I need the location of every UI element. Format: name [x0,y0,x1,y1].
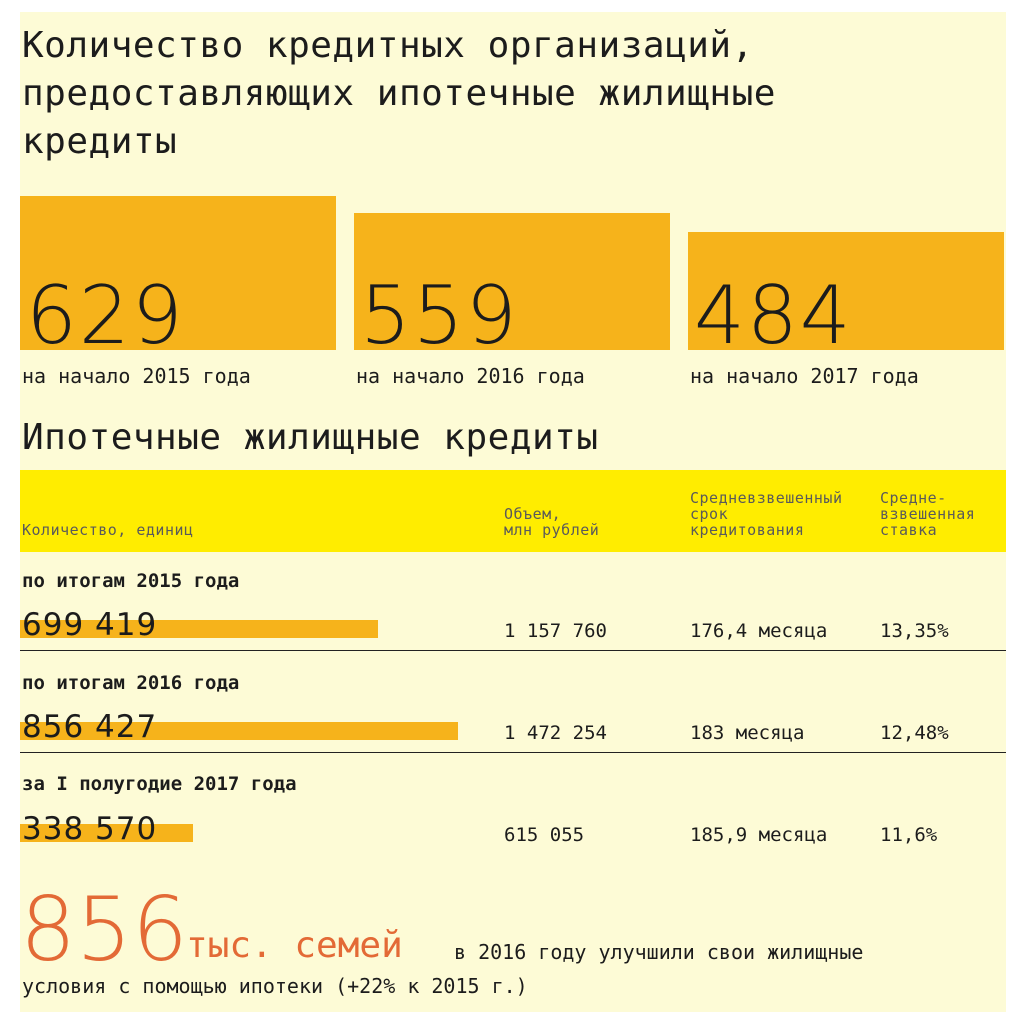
row-volume: 1 472 254 [504,722,607,744]
highlight-text-line2: условия с помощью ипотеки (+22% к 2015 г… [22,974,528,998]
header-count: Количество, единиц [22,521,194,539]
header-term: Средневзвешенный срок кредитования [690,489,843,539]
section-title: Ипотечные жилищные кредиты [22,417,599,458]
count-bar [20,620,378,638]
bar-value-2015: 629 [26,269,185,362]
bar-label-2016: на начало 2016 года [356,364,585,388]
bar-2016 [354,213,670,350]
row-term: 176,4 месяца [690,620,828,642]
bar-2015 [20,196,336,350]
row-term: 185,9 месяца [690,824,828,846]
row-label: по итогам 2015 года [22,570,240,592]
count-bar [20,824,193,842]
bar-value-2017: 484 [694,269,853,362]
row-divider [20,650,1006,651]
highlight-unit: тыс. семей [186,925,403,966]
row-label: за I полугодие 2017 года [22,773,297,795]
row-term: 183 месяца [690,722,805,744]
bar-label-2015: на начало 2015 года [22,364,251,388]
row-rate: 13,35% [880,620,949,642]
table-header [20,470,1006,552]
row-volume: 1 157 760 [504,620,607,642]
bar-2017 [688,232,1004,350]
highlight-number: 856 [20,878,188,981]
count-bar [20,722,458,740]
row-rate: 11,6% [880,824,938,846]
row-rate: 12,48% [880,722,949,744]
chart-title: Количество кредитных организаций, предос… [22,25,776,162]
header-volume: Объем, млн рублей [504,505,600,539]
highlight-text-line1: в 2016 году улучшили свои жилищные [454,940,864,964]
row-divider [20,752,1006,753]
bar-label-2017: на начало 2017 года [690,364,919,388]
row-count: 699 419 [22,607,158,643]
header-rate: Средне- взвешенная ставка [880,489,976,539]
row-volume: 615 055 [504,824,585,846]
row-label: по итогам 2016 года [22,672,240,694]
row-count: 856 427 [22,709,158,745]
row-count: 338 570 [22,811,158,847]
bar-value-2016: 559 [360,269,519,362]
